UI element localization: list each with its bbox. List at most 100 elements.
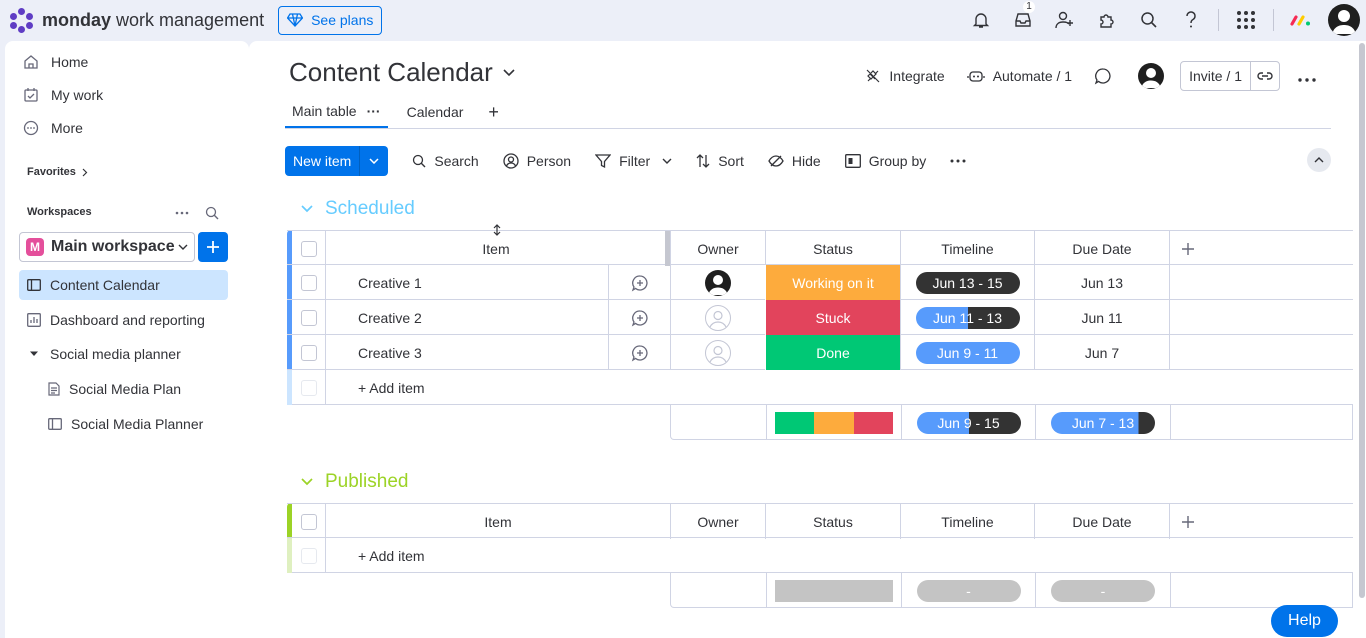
item-name-cell[interactable]: Creative 2 (325, 300, 609, 335)
timeline-cell[interactable]: Jun 11 - 13 (900, 300, 1034, 335)
timeline-cell[interactable]: Jun 13 - 15 (900, 265, 1034, 300)
column-header-owner[interactable]: Owner (670, 504, 765, 539)
invite-button[interactable]: Invite / 1 (1180, 61, 1280, 91)
select-all-checkbox[interactable] (300, 513, 317, 530)
owner-cell[interactable] (670, 335, 765, 370)
row-select-cell[interactable] (292, 265, 325, 300)
add-column-button[interactable] (1169, 231, 1206, 266)
filter-button[interactable]: Filter (595, 153, 672, 169)
board-title[interactable]: Content Calendar (289, 57, 515, 88)
person-filter-button[interactable]: Person (503, 153, 571, 169)
timeline-cell[interactable]: Jun 9 - 11 (900, 335, 1034, 370)
workspace-search-icon[interactable] (205, 206, 219, 220)
row-checkbox[interactable] (300, 344, 317, 361)
column-header-due-date[interactable]: Due Date (1034, 231, 1169, 266)
add-workspace-item-button[interactable] (198, 232, 228, 262)
monday-logo[interactable]: monday work management (8, 7, 264, 33)
column-header-timeline[interactable]: Timeline (900, 231, 1034, 266)
workspace-selector[interactable]: M Main workspace (19, 232, 195, 262)
tree-item-content-calendar[interactable]: Content Calendar (19, 270, 228, 300)
owner-cell[interactable] (670, 265, 765, 300)
nav-more[interactable]: More (23, 116, 83, 140)
item-updates-cell[interactable] (608, 300, 670, 335)
select-all-cell[interactable] (292, 231, 325, 266)
add-item-input[interactable]: + Add item (325, 538, 670, 573)
table-row[interactable]: Creative 1 Working on it Jun 13 - 15 Jun… (287, 265, 1353, 300)
search-icon[interactable] (1128, 0, 1170, 40)
new-item-button[interactable]: New item (285, 146, 389, 176)
nav-my-work[interactable]: My work (23, 83, 103, 107)
column-header-owner[interactable]: Owner (670, 231, 765, 266)
tab-calendar[interactable]: Calendar (406, 104, 464, 120)
status-summary-bar[interactable] (766, 573, 901, 608)
select-all-cell[interactable] (292, 504, 325, 539)
group-by-button[interactable]: Group by (844, 153, 926, 169)
column-header-timeline[interactable]: Timeline (900, 504, 1034, 539)
search-button[interactable]: Search (412, 153, 479, 169)
tree-item-social-media-plan[interactable]: Social Media Plan (19, 374, 228, 404)
status-cell[interactable]: Done (765, 335, 900, 370)
status-summary-bar[interactable] (766, 405, 901, 440)
column-header-item[interactable]: Item (325, 224, 666, 266)
app-grid-icon[interactable] (1225, 0, 1267, 40)
workspace-options-icon[interactable] (175, 211, 189, 215)
board-member-avatar[interactable] (1138, 63, 1165, 89)
updates-button[interactable] (1094, 67, 1120, 85)
column-header-due-date[interactable]: Due Date (1034, 504, 1169, 539)
automate-button[interactable]: Automate / 1 (967, 68, 1072, 84)
column-header-status[interactable]: Status (765, 504, 900, 539)
tree-item-social-media-planner-folder[interactable]: Social media planner (19, 339, 228, 369)
item-updates-cell[interactable] (608, 265, 670, 300)
row-checkbox[interactable] (300, 274, 317, 291)
group-title-published[interactable]: Published (301, 471, 408, 493)
collapse-header-button[interactable] (1307, 148, 1331, 172)
sort-column-icon[interactable] (493, 224, 501, 236)
column-header-item[interactable]: Item (325, 504, 670, 539)
row-select-cell[interactable] (292, 335, 325, 370)
add-item-input[interactable]: + Add item (325, 370, 670, 405)
tree-item-dashboard[interactable]: Dashboard and reporting (19, 305, 228, 335)
add-item-row[interactable]: + Add item (287, 538, 1353, 573)
owner-cell[interactable] (670, 300, 765, 335)
status-cell[interactable]: Working on it (765, 265, 900, 300)
hide-columns-button[interactable]: Hide (768, 153, 821, 169)
inbox-icon[interactable]: 1 (1002, 0, 1044, 40)
chevron-down-icon[interactable] (360, 146, 388, 176)
board-menu-icon[interactable] (1298, 65, 1316, 88)
user-avatar[interactable] (1328, 4, 1360, 36)
bell-icon[interactable] (960, 0, 1002, 40)
tab-main-table[interactable]: Main table ··· (285, 96, 388, 128)
add-view-button[interactable]: + (488, 101, 499, 122)
row-checkbox[interactable] (300, 309, 317, 326)
column-resize-handle[interactable] (665, 231, 670, 266)
scrollbar-thumb[interactable] (1359, 43, 1365, 598)
table-row[interactable]: Creative 2 Stuck Jun 11 - 13 Jun 11 (287, 300, 1353, 335)
favorites-section[interactable]: Favorites (27, 166, 88, 178)
status-cell[interactable]: Stuck (765, 300, 900, 335)
page-scrollbar[interactable] (1358, 41, 1366, 601)
column-header-status[interactable]: Status (765, 231, 900, 266)
group-title-scheduled[interactable]: Scheduled (301, 198, 415, 220)
item-name-cell[interactable]: Creative 1 (325, 265, 609, 300)
due-date-summary-cell[interactable]: Jun 7 - 13 (1035, 405, 1170, 440)
invite-members-icon[interactable] (1044, 0, 1086, 40)
nav-home[interactable]: Home (23, 50, 88, 74)
table-row[interactable]: Creative 3 Done Jun 9 - 11 Jun 7 (287, 335, 1353, 370)
help-icon[interactable] (1170, 0, 1212, 40)
add-column-button[interactable] (1169, 504, 1206, 539)
add-item-row[interactable]: + Add item (287, 370, 1353, 405)
sort-button[interactable]: Sort (696, 153, 744, 169)
tab-options-icon[interactable]: ··· (366, 103, 381, 119)
due-date-cell[interactable]: Jun 11 (1034, 300, 1169, 335)
help-button[interactable]: Help (1271, 605, 1338, 637)
copy-link-icon[interactable] (1251, 71, 1279, 81)
monday-products-icon[interactable] (1280, 0, 1322, 40)
due-date-cell[interactable]: Jun 7 (1034, 335, 1169, 370)
due-date-cell[interactable]: Jun 13 (1034, 265, 1169, 300)
see-plans-button[interactable]: See plans (278, 5, 383, 35)
tree-item-social-media-planner-board[interactable]: Social Media Planner (19, 409, 228, 439)
timeline-summary-cell[interactable]: - (901, 573, 1035, 608)
integrate-button[interactable]: Integrate (865, 68, 945, 84)
item-updates-cell[interactable] (608, 335, 670, 370)
timeline-summary-cell[interactable]: Jun 9 - 15 (901, 405, 1035, 440)
